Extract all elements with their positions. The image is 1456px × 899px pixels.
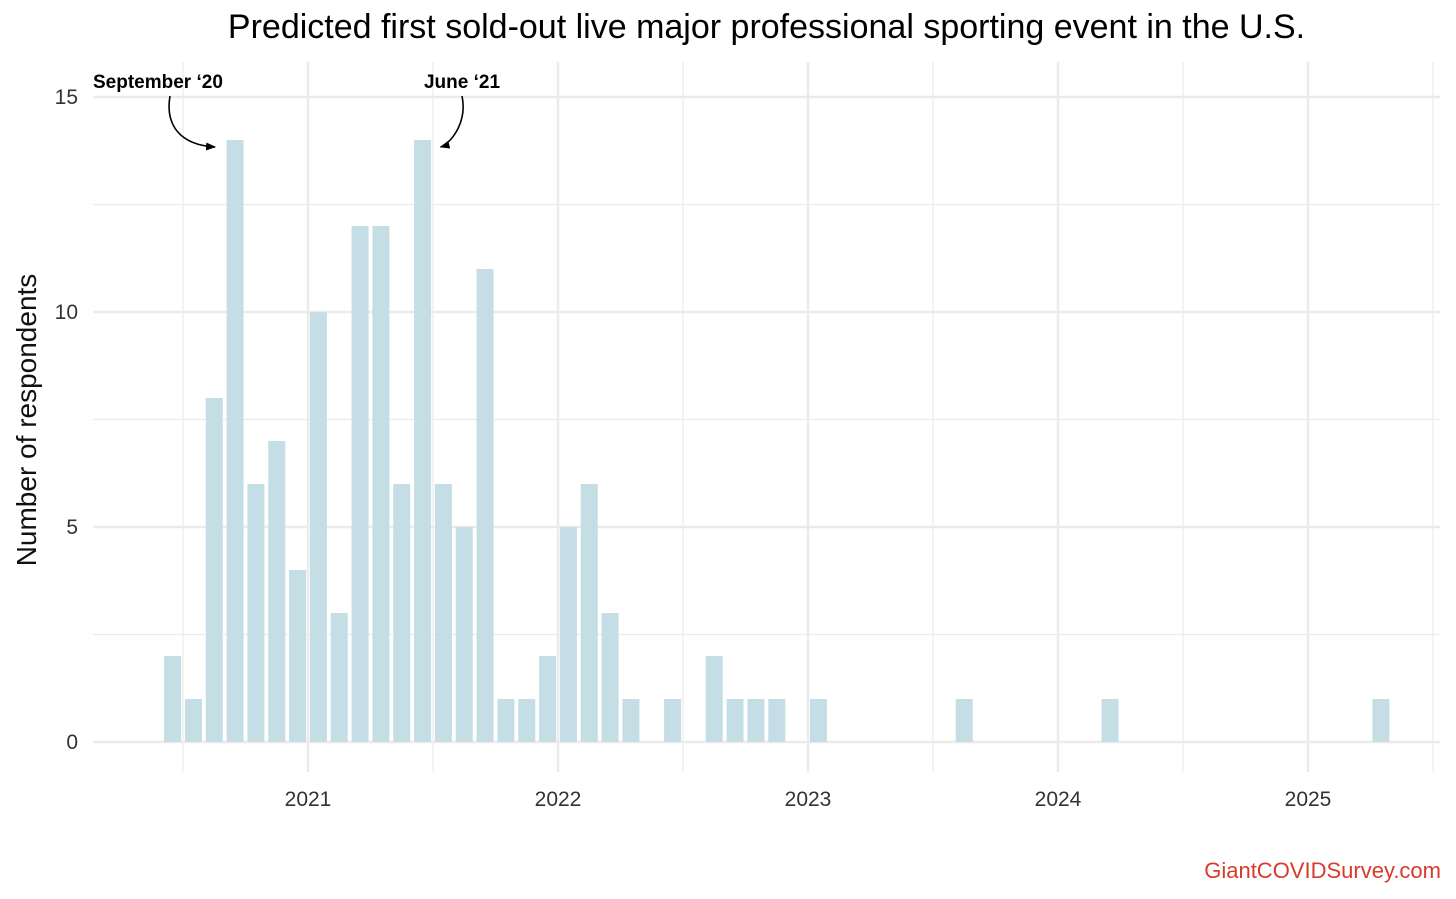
bars-group (164, 140, 1390, 742)
x-tick-label: 2022 (535, 788, 582, 811)
bar (393, 484, 411, 742)
bar (622, 699, 640, 742)
bar (247, 484, 265, 742)
bar (559, 527, 577, 742)
bar (455, 527, 473, 742)
y-tick-label: 0 (66, 731, 78, 754)
bar (518, 699, 536, 742)
annotations: September ‘20 June ‘21 (93, 72, 500, 151)
bar (184, 699, 202, 742)
bar (601, 613, 619, 742)
bar (497, 699, 515, 742)
annotation-label: September ‘20 (93, 72, 223, 93)
bar (955, 699, 973, 742)
bar (768, 699, 786, 742)
bar (372, 226, 390, 742)
bar (1101, 699, 1119, 742)
bar (414, 140, 432, 742)
x-tick-label: 2024 (1035, 788, 1082, 811)
bar (726, 699, 744, 742)
x-tick-label: 2025 (1285, 788, 1332, 811)
bar (1372, 699, 1390, 742)
bar (476, 269, 494, 742)
bar (809, 699, 827, 742)
bar (164, 656, 182, 742)
bar (539, 656, 557, 742)
x-tick-label: 2023 (785, 788, 832, 811)
annotation-arrow (439, 95, 464, 149)
chart-title: Predicted first sold-out live major prof… (227, 8, 1306, 46)
bar (580, 484, 598, 742)
bar (705, 656, 723, 742)
bar (309, 312, 327, 742)
x-tick-label: 2021 (285, 788, 332, 811)
bar (205, 398, 223, 742)
bar (664, 699, 682, 742)
bar (268, 441, 286, 742)
x-tick-labels: 2021 2022 2023 2024 2025 (285, 788, 1332, 811)
bar (226, 140, 244, 742)
y-tick-label: 15 (55, 86, 78, 109)
bar (747, 699, 765, 742)
y-tick-label: 5 (66, 516, 78, 539)
source-label: GiantCOVIDSurvey.com (1204, 858, 1441, 883)
bar (434, 484, 452, 742)
y-tick-labels: 0 5 10 15 (55, 86, 78, 754)
bar (289, 570, 307, 742)
y-tick-label: 10 (55, 301, 78, 324)
annotation-label: June ‘21 (424, 72, 500, 93)
bar (330, 613, 348, 742)
annotation-arrow (168, 95, 217, 151)
bar (351, 226, 369, 742)
